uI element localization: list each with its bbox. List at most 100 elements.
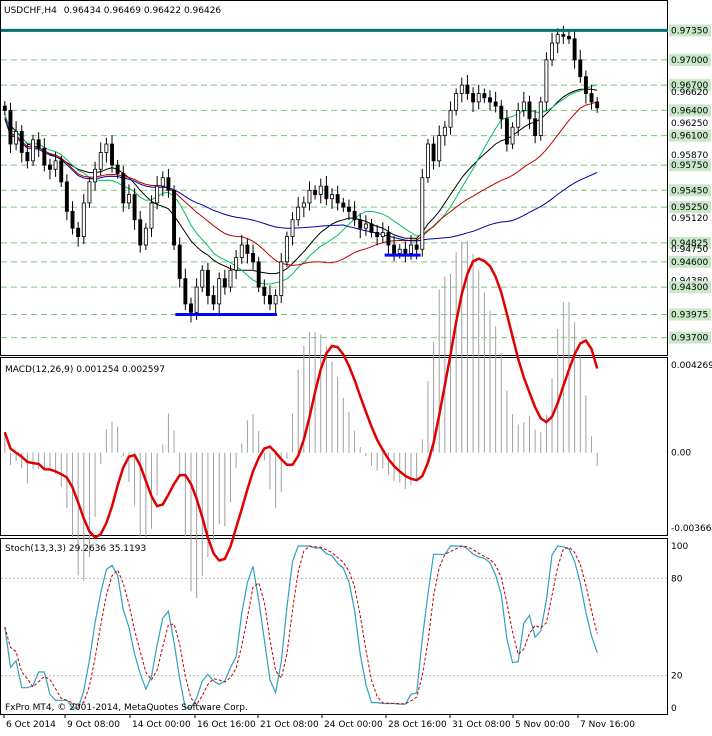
bull-candle <box>14 131 19 145</box>
stoch-tick-label: 0 <box>671 704 677 714</box>
bear-candle <box>572 38 577 61</box>
bear-candle <box>499 105 504 120</box>
price-tick-label: 0.95750 <box>671 161 708 171</box>
bull-candle <box>476 93 481 103</box>
bear-candle <box>341 202 346 208</box>
moving-averages <box>4 84 598 285</box>
stoch-signal-line <box>4 545 598 706</box>
bear-candle <box>172 189 177 246</box>
bear-candle <box>211 295 216 305</box>
bear-candle <box>115 164 120 174</box>
bear-candle <box>268 295 272 305</box>
bear-candle <box>42 147 47 166</box>
bear-candle <box>76 227 81 237</box>
price-tick-label: 0.93700 <box>671 334 708 344</box>
price-tick-label: 0.97000 <box>671 56 708 66</box>
level-label-bg <box>669 331 711 344</box>
bull-candle <box>160 177 165 187</box>
bull-candle <box>155 185 160 204</box>
bear-candle <box>251 253 255 263</box>
bear-candle <box>583 76 588 94</box>
macd-tick-label: 0.004269 <box>671 361 712 371</box>
price-tick-label: 0.94600 <box>671 258 708 268</box>
bear-candle <box>493 101 498 107</box>
bull-candle <box>307 189 312 204</box>
bear-candle <box>245 244 250 254</box>
bull-candle <box>330 194 334 200</box>
bull-candle <box>81 202 86 237</box>
bull-candle <box>510 126 515 145</box>
time-tick-label: 31 Oct 08:00 <box>452 720 511 730</box>
bull-candle <box>217 278 222 305</box>
bull-candle <box>363 223 368 229</box>
time-tick-label: 7 Nov 16:00 <box>580 720 635 730</box>
ma-fast-line <box>4 88 598 275</box>
bull-candle <box>459 84 464 94</box>
price-tick-label: 0.95870 <box>671 151 708 161</box>
level-label-bg <box>669 184 711 197</box>
bull-candle <box>516 109 521 128</box>
level-label-bg <box>669 236 711 249</box>
bear-candle <box>392 244 397 254</box>
stoch-label: Stoch(13,3,3) 29.2636 35.1193 <box>5 544 146 554</box>
price-tick-label: 0.95450 <box>671 186 708 196</box>
ma-red-line <box>4 101 598 266</box>
bear-candle <box>589 93 594 103</box>
bear-candle <box>375 231 380 237</box>
price-tick-label: 0.95250 <box>671 203 708 213</box>
symbol-label: USDCHF,H4 0.96434 0.96469 0.96422 0.9642… <box>4 6 221 16</box>
bull-candle <box>53 160 58 170</box>
level-label-bg <box>669 53 711 66</box>
bull-candle <box>544 59 549 103</box>
price-tick-label: 0.96250 <box>671 119 708 129</box>
bull-candle <box>318 185 323 195</box>
price-tick-label: 0.94750 <box>671 245 708 255</box>
bull-candle <box>279 261 284 296</box>
bear-candle <box>48 164 52 170</box>
bear-candle <box>262 286 267 296</box>
bear-candle <box>465 84 470 94</box>
bear-candle <box>59 160 64 183</box>
stoch-panel-frame <box>0 538 668 715</box>
time-tick-label: 21 Oct 08:00 <box>260 720 319 730</box>
bear-candle <box>177 244 182 280</box>
candlesticks <box>2 25 600 323</box>
bear-candle <box>488 97 492 103</box>
level-label-bg <box>669 79 711 92</box>
bull-candle <box>273 295 278 305</box>
bear-candle <box>431 143 436 162</box>
bull-candle <box>143 227 148 246</box>
macd-panel-frame <box>0 357 668 536</box>
bear-candle <box>205 269 210 296</box>
price-tick-label: 0.96400 <box>671 106 708 116</box>
bull-candle <box>448 109 453 128</box>
bear-candle <box>414 244 419 250</box>
bear-candle <box>222 278 227 288</box>
price-tick-label: 0.94825 <box>671 239 708 249</box>
bear-candle <box>110 143 114 166</box>
price-tick-label: 0.96620 <box>671 88 708 98</box>
level-label-bg <box>669 308 711 321</box>
bull-candle <box>228 269 233 288</box>
level-label-bg <box>669 104 711 117</box>
support-resistance-lines <box>1 28 668 316</box>
bear-candle <box>189 303 193 313</box>
bear-candle <box>166 177 171 191</box>
bull-candle <box>555 34 560 44</box>
bear-candle <box>36 139 41 149</box>
time-tick-label: 5 Nov 00:00 <box>515 720 570 730</box>
bull-candle <box>425 143 430 179</box>
bear-candle <box>132 194 137 221</box>
bear-candle <box>70 210 75 229</box>
bear-candle <box>64 181 69 212</box>
bear-candle <box>19 131 24 153</box>
bull-candle <box>380 231 385 237</box>
price-tick-label: 0.94300 <box>671 283 708 293</box>
level-label-bg <box>669 281 711 294</box>
bull-candle <box>454 93 459 111</box>
bull-candle <box>284 236 289 263</box>
bull-candle <box>538 101 543 137</box>
bear-candle <box>561 34 566 37</box>
bear-candle <box>527 101 532 120</box>
